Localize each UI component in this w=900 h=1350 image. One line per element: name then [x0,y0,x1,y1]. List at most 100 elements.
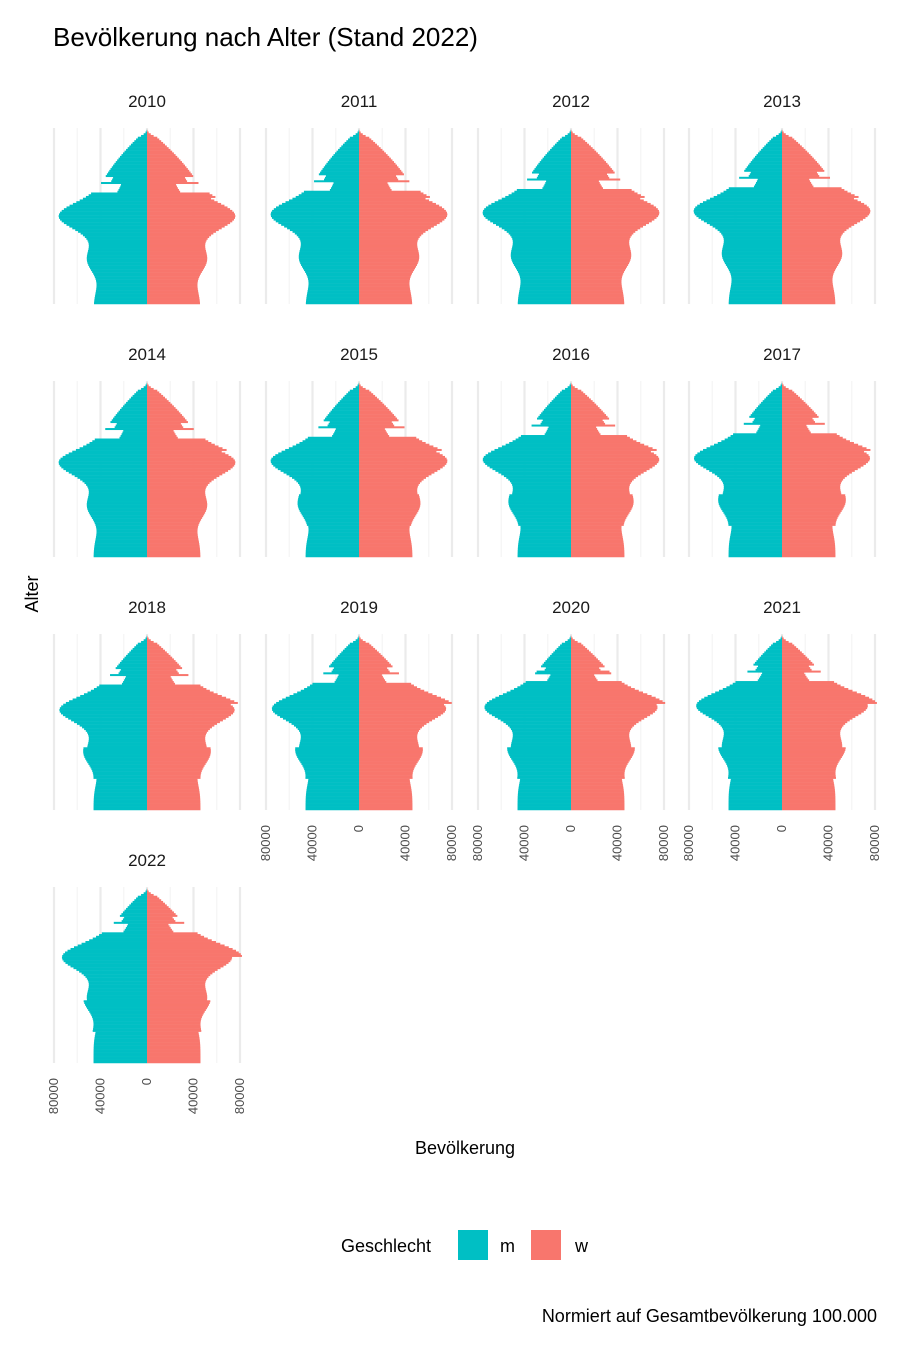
bar-m [96,935,147,938]
bar-w [147,166,187,169]
bar-w [359,448,442,451]
bar-m [512,440,571,443]
bar-w [359,166,399,169]
bar-m [722,492,782,495]
bar-m [537,164,571,167]
bar-w [147,251,207,254]
bar-w [147,195,216,198]
bar-m [511,743,571,746]
bar-m [697,701,782,704]
bar-w [147,799,201,802]
bar-w [782,546,836,549]
bar-w [782,443,859,446]
bar-m [113,921,147,924]
bar-w [782,281,833,284]
bar-m [542,663,571,666]
bar-m [308,778,359,781]
bar-m [724,438,782,441]
bar-m [297,502,359,505]
bar-w [147,532,198,535]
bar-m [512,733,571,736]
panel-2015: 2015 [264,345,454,558]
bar-w [147,435,177,438]
bar-m [308,529,359,532]
bar-m [93,1054,147,1057]
bar-m [122,911,147,914]
bar-w [782,192,851,195]
bar-m [722,256,782,259]
bar-m [88,249,147,252]
bar-m [731,283,782,286]
bar-w [571,162,608,165]
bar-m [325,417,359,420]
bar-w [147,131,149,134]
bar-m [299,509,359,512]
bar-w [782,529,833,532]
bar-m [723,483,782,486]
bar-m [342,143,359,146]
bar-m [520,530,571,533]
bar-m [513,263,571,266]
bar-w [359,518,414,521]
bar-w [571,754,633,757]
x-tick-label: 0 [139,1078,154,1085]
bar-w [571,237,630,240]
bar-w [782,433,837,436]
bar-w [147,550,201,553]
bar-m [120,185,147,188]
bar-m [749,415,782,418]
bar-m [759,403,782,406]
bar-w [147,902,165,905]
bar-w [147,387,154,390]
bar-w [782,387,789,390]
bar-w [782,440,850,443]
bar-m [355,386,359,389]
bar-m [512,487,571,490]
bar-w [359,159,393,162]
bar-w [359,162,396,165]
bar-m [294,232,359,235]
bar-w [147,483,208,486]
bar-m [83,1000,147,1003]
bar-w [147,745,207,748]
bar-m [759,656,782,659]
bar-w [147,708,235,711]
bar-m [299,249,359,252]
bar-w [147,747,211,750]
bar-m [553,145,571,148]
bar-w [571,783,623,786]
bar-m [756,660,782,663]
bar-w [571,516,627,519]
bar-m [314,180,359,183]
bar-w [571,438,633,441]
bar-w [782,738,842,741]
bar-m [285,696,359,699]
bar-w [147,433,176,436]
bar-m [79,199,147,202]
bar-m [344,141,359,144]
bar-w [571,668,601,671]
bar-m [534,168,571,171]
bar-m [357,637,359,640]
bar-m [63,703,147,706]
bar-w [147,490,206,493]
bar-w [782,225,852,228]
bar-w [782,424,807,427]
bar-w [571,230,636,233]
bar-w [782,801,836,804]
bar-w [359,428,385,431]
bar-m [546,658,571,661]
bar-w [782,482,841,485]
bar-w [359,708,446,711]
bar-w [359,155,390,158]
bar-w [571,550,625,553]
bar-m [278,222,359,225]
bar-w [359,384,361,387]
bar-w [359,478,424,481]
bar-m [520,284,571,287]
bar-m [93,551,147,554]
bar-w [359,646,374,649]
bar-m [514,515,571,518]
bar-w [359,529,410,532]
bar-w [147,1024,201,1027]
